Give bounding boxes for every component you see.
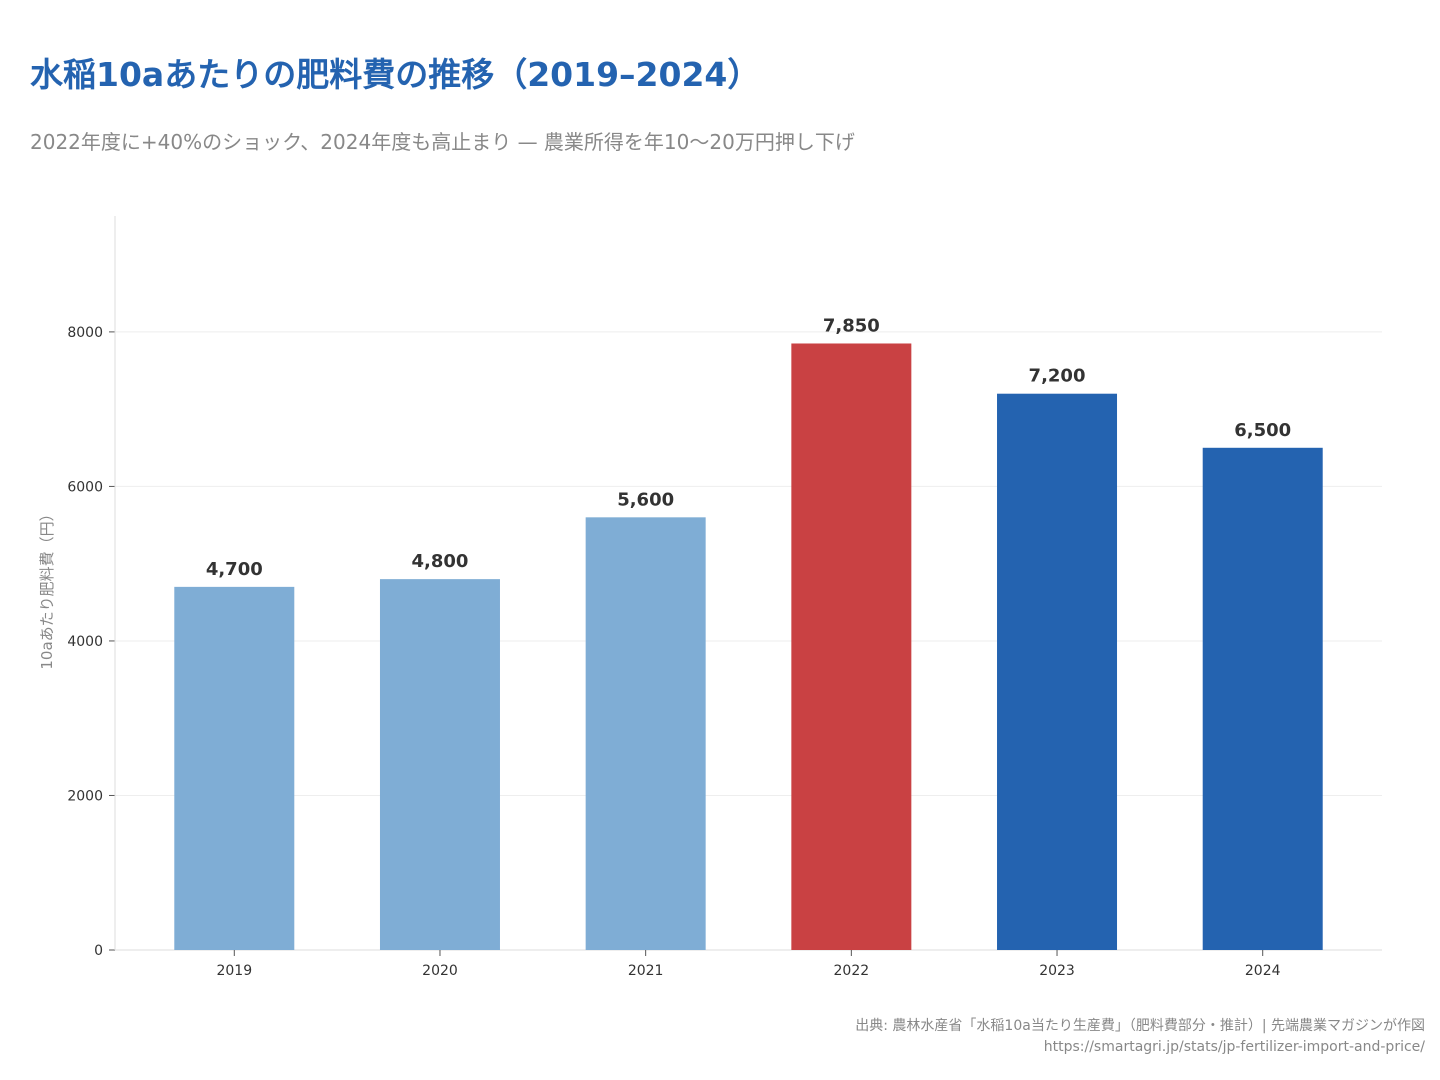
y-tick-label: 6000	[67, 479, 103, 495]
x-tick-label: 2022	[834, 963, 870, 979]
x-tick-label: 2023	[1039, 963, 1075, 979]
y-tick-label: 0	[94, 943, 103, 959]
y-tick-label: 2000	[67, 788, 103, 804]
y-axis-label: 10aあたり肥料費（円）	[38, 506, 56, 669]
data-label: 7,200	[1029, 366, 1086, 387]
bar-2021	[585, 517, 706, 950]
bar-2020	[379, 579, 500, 950]
source-url: https://smartagri.jp/stats/jp-fertilizer…	[1043, 1039, 1425, 1055]
bar-2024	[1202, 447, 1323, 950]
x-tick-label: 2019	[216, 963, 252, 979]
data-label: 6,500	[1234, 420, 1291, 441]
x-tick-label: 2021	[628, 963, 664, 979]
bar-2023	[997, 393, 1118, 950]
chart-title: 水稲10aあたりの肥料費の推移（2019–2024）	[30, 55, 761, 94]
chart-subtitle: 2022年度に+40%のショック、2024年度も高止まり — 農業所得を年10〜…	[30, 130, 855, 154]
data-label: 4,700	[206, 559, 263, 580]
source-note: 出典: 農林水産省「水稲10a当たり生産費」（肥料費部分・推計）| 先端農業マガ…	[855, 1018, 1425, 1034]
bar-2022	[791, 343, 912, 950]
bar-2019	[174, 586, 295, 950]
y-tick-label: 8000	[67, 325, 103, 341]
y-tick-label: 4000	[67, 634, 103, 650]
data-label: 4,800	[412, 551, 469, 572]
x-tick-label: 2020	[422, 963, 458, 979]
data-label: 5,600	[617, 489, 674, 510]
data-label: 7,850	[823, 315, 880, 336]
x-tick-label: 2024	[1245, 963, 1281, 979]
